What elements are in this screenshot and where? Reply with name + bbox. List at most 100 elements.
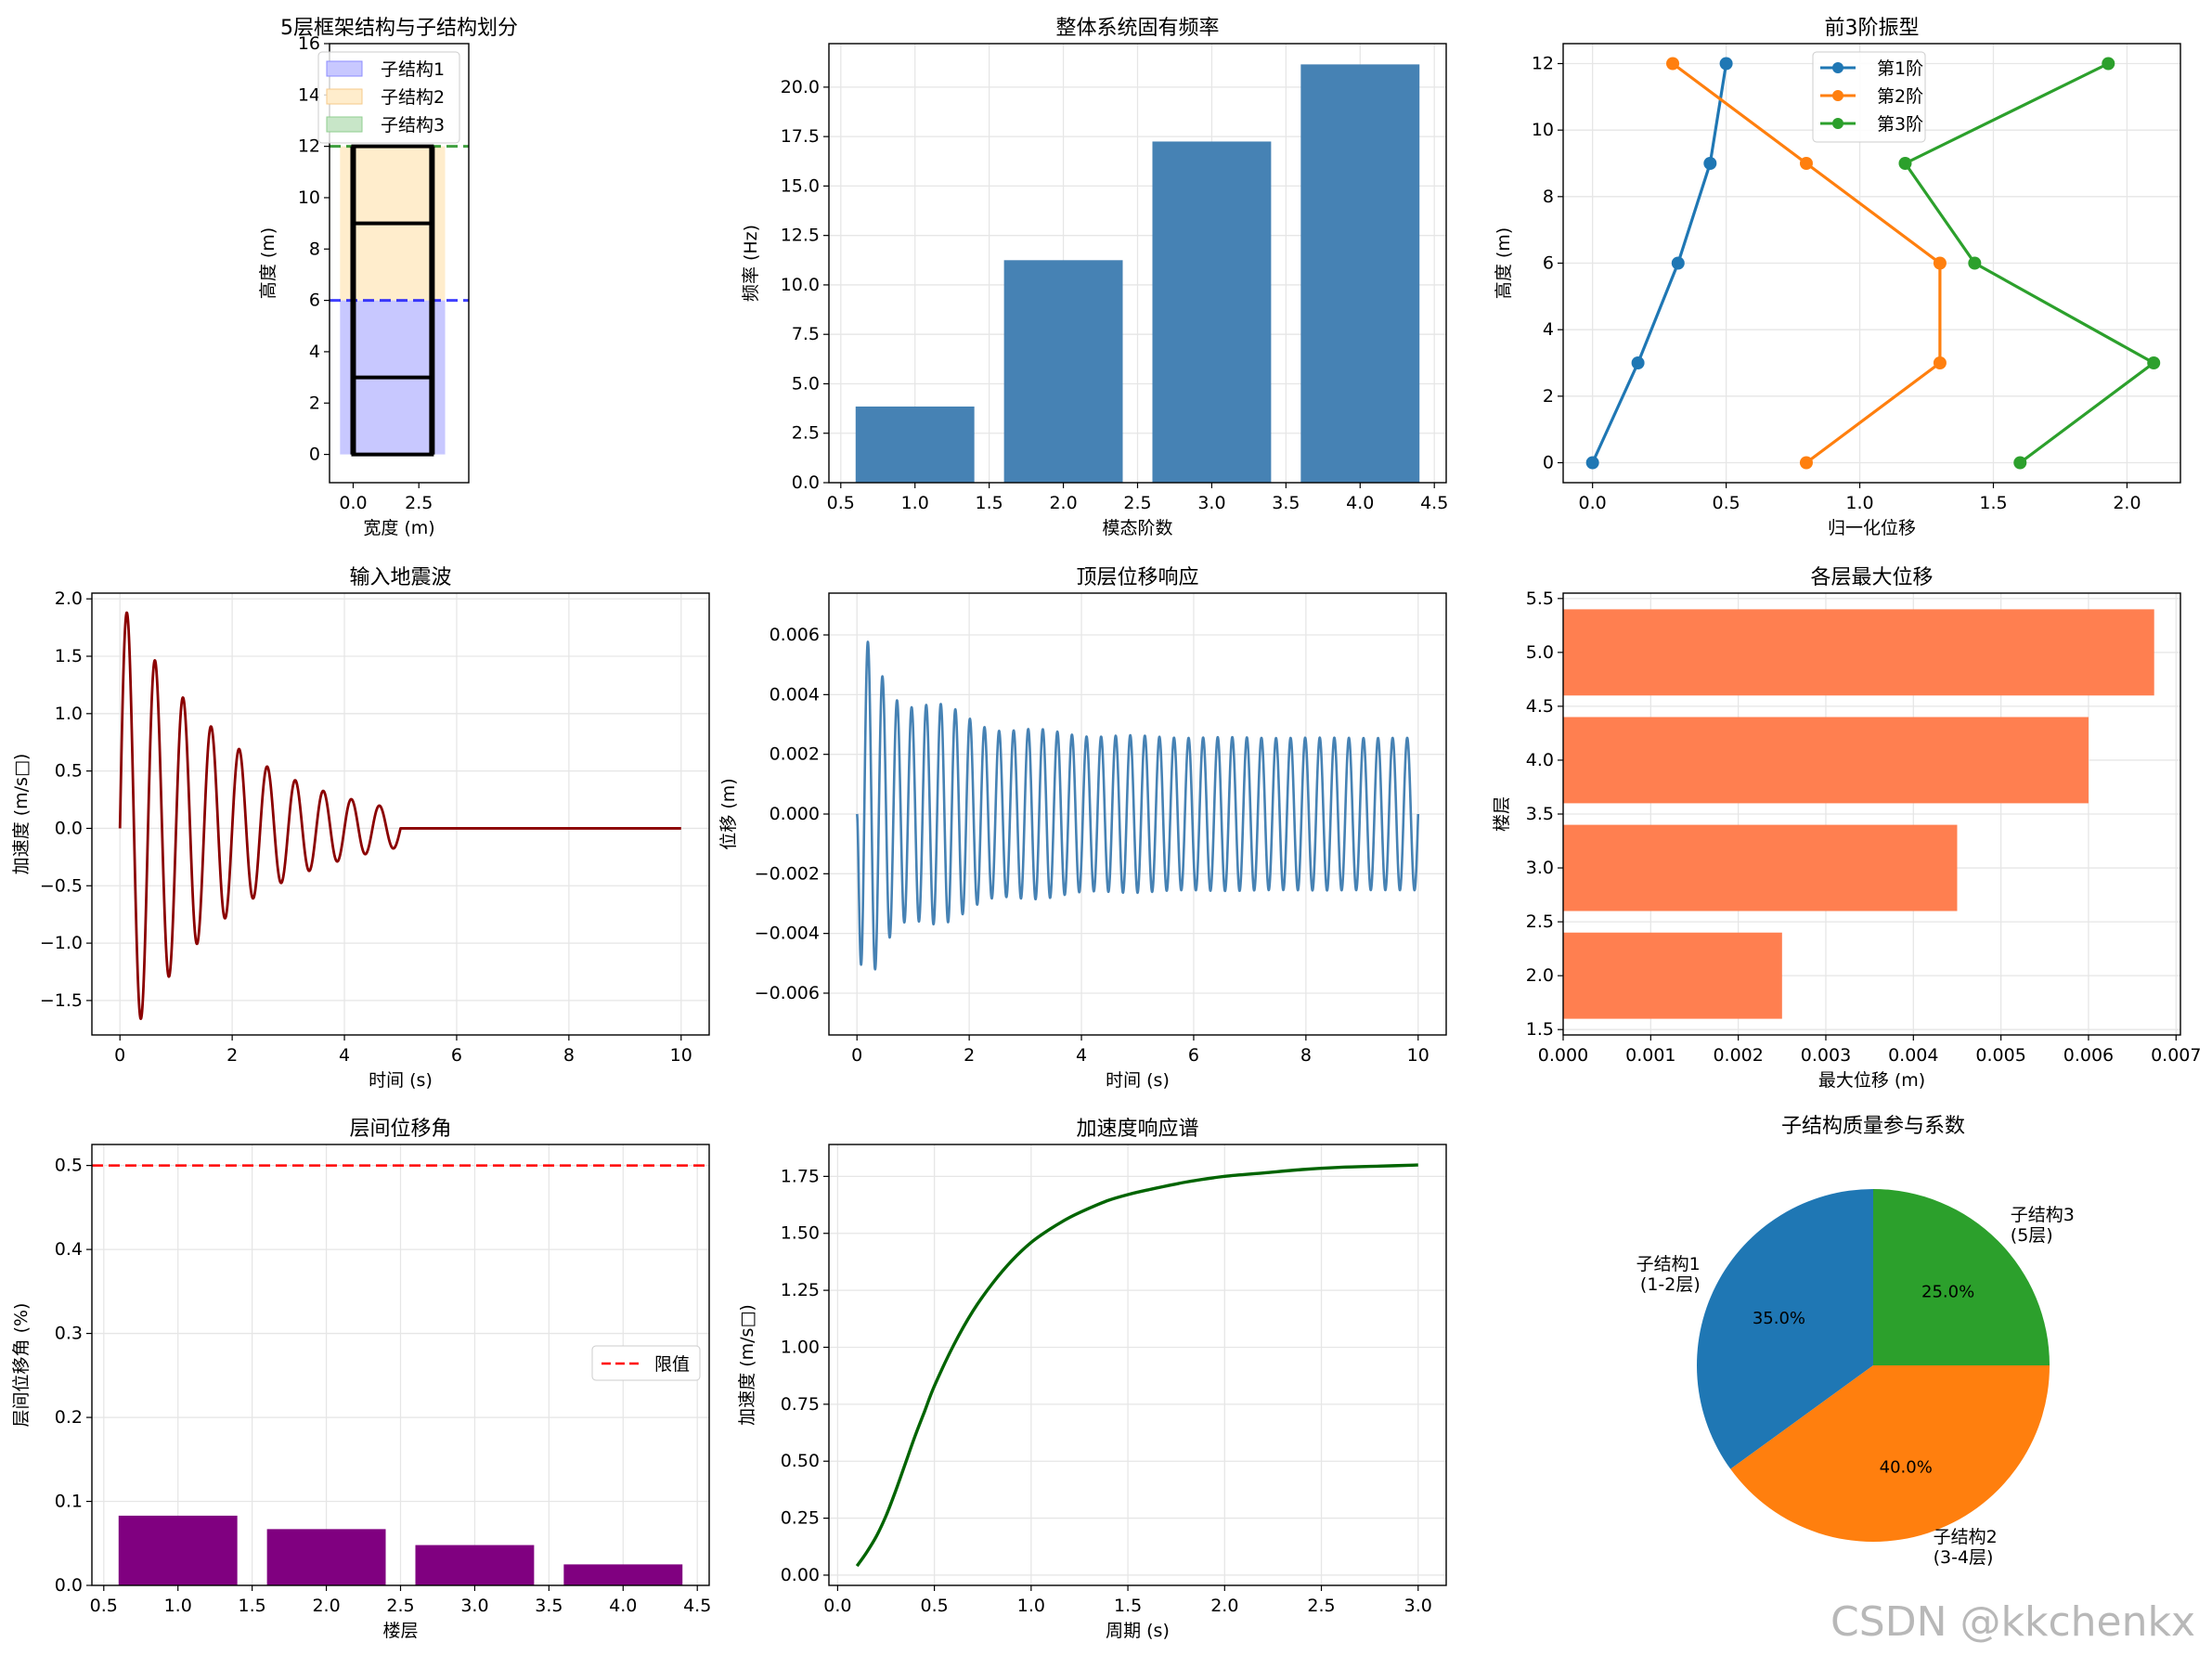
series-marker-第1阶: [1703, 157, 1717, 170]
x-tick-label: 0.004: [1888, 1045, 1938, 1066]
x-tick-label: 3.5: [1272, 493, 1300, 513]
legend-marker: [1832, 118, 1843, 129]
y-tick-label: 0.75: [781, 1394, 820, 1415]
drift-marks: [92, 1164, 709, 1585]
maxdisp-plot-area: [1562, 593, 2180, 1035]
x-tick-label: 1.0: [164, 1596, 192, 1616]
x-tick-label: 2.0: [312, 1596, 340, 1616]
spectrum-plot-area: [829, 1144, 1446, 1585]
y-tick-label: 0.006: [770, 625, 820, 645]
freq-title: 整体系统固有频率: [1055, 17, 1219, 40]
maxdisp-xlabel: 最大位移 (m): [1818, 1070, 1925, 1091]
y-tick-label: 0: [1543, 453, 1554, 473]
y-tick-label: 2.0: [55, 588, 83, 609]
x-tick-label: 4.0: [609, 1596, 637, 1616]
bar-mode-3: [1152, 141, 1272, 483]
frame-ylabel: 高度 (m): [258, 227, 278, 299]
y-tick-label: 3.0: [1526, 858, 1554, 878]
y-tick-label: 1.0: [55, 704, 83, 724]
eq-axes-box: [91, 592, 710, 1036]
y-tick-label: 0.50: [781, 1451, 820, 1471]
x-tick-label: 0.0: [823, 1596, 851, 1616]
y-tick-label: 10.0: [781, 275, 820, 295]
maxdisp-marks: [1563, 609, 2154, 1019]
series-marker-第2阶: [1799, 456, 1813, 470]
drift-frame-layer: 0.5 1.0 1.5 2.0 2.5 3.0 3.5 4.0 4.5 0.0 0.1 0.2 0.3 0…: [11, 1118, 711, 1641]
x-tick-label: 3.0: [1404, 1596, 1432, 1616]
series-marker-第2阶: [1666, 57, 1680, 71]
x-tick-label: 3.0: [1197, 493, 1225, 513]
y-tick-label: 4: [1543, 319, 1554, 340]
modes-marks: [1585, 57, 2161, 470]
spectrum-series-line: [855, 1163, 1418, 1568]
y-tick-label: 0.3: [55, 1324, 83, 1344]
eq-marks: [118, 611, 682, 1020]
eq-title: 输入地震波: [349, 566, 451, 589]
pie-slice-子结构2: [1730, 1365, 2050, 1543]
y-tick-label: 5.0: [792, 373, 820, 394]
spectrum-marks: [855, 1163, 1418, 1568]
x-tick-label: 1.0: [1017, 1596, 1045, 1616]
x-tick-label: 4.0: [1346, 493, 1374, 513]
y-tick-label: 6: [309, 291, 320, 311]
x-tick-label: 3.0: [460, 1596, 488, 1616]
bar-mode-2: [1003, 260, 1123, 483]
y-tick-label: 1.25: [781, 1280, 820, 1300]
modes-title: 前3阶振型: [1825, 17, 1920, 40]
y-tick-label: 12: [1532, 54, 1554, 74]
bar-floor-2: [266, 1529, 386, 1585]
spectrum-grid: [829, 1144, 1446, 1585]
x-tick-label: 0.000: [1538, 1045, 1588, 1066]
bar-floor-3: [1563, 824, 1958, 912]
bar-floor-4: [563, 1564, 683, 1585]
x-tick-label: 4.5: [683, 1596, 711, 1616]
x-tick-label: 0: [851, 1045, 862, 1066]
spectrum-frame-layer: 0.0 0.5 1.0 1.5 2.0 2.5 3.0 0.00 0.25 0.50 0.75 1.0…: [737, 1118, 1447, 1641]
pie-label: 子结构1: [1636, 1254, 1701, 1274]
x-tick-label: 1.5: [1114, 1596, 1142, 1616]
x-tick-label: 0.0: [1579, 493, 1607, 513]
y-tick-label: 12: [298, 136, 320, 157]
y-tick-label: 2: [1543, 386, 1554, 407]
pie-label: 子结构3: [2011, 1205, 2075, 1225]
y-tick-label: 2.5: [1526, 912, 1554, 932]
x-tick-label: 1.5: [976, 493, 1003, 513]
x-tick-label: 1.0: [901, 493, 929, 513]
x-tick-label: 2.5: [386, 1596, 414, 1616]
y-tick-label: 12.5: [781, 226, 820, 246]
frame-marks: [330, 144, 469, 457]
freq-marks: [855, 64, 1420, 484]
freq-axes: 0.5 1.0 1.5 2.0 2.5 3.0 3.5 4.0 4.5 0.0 2.5 5.0 7.5 1…: [741, 17, 1448, 538]
y-tick-label: 1.75: [781, 1166, 820, 1186]
modes-plot-area: [1563, 44, 2180, 483]
y-tick-label: 10: [1532, 120, 1554, 140]
x-tick-label: 1.5: [1979, 493, 2007, 513]
bar-mode-4: [1300, 64, 1420, 484]
y-tick-label: 4: [309, 342, 320, 362]
y-tick-label: 5.0: [1526, 642, 1554, 663]
eq-ylabel: 加速度 (m/s□): [11, 754, 32, 875]
maxdisp-frame-layer: 0.000 0.001 0.002 0.003 0.004 0.005 0.006 0.007…: [1492, 566, 2201, 1091]
pie-slice-子结构1: [1696, 1189, 1873, 1469]
eq-frame-layer: 0 2 4 6 8 10 −1.5 −1.0 −0.5 0.0 0.5 1.0 1.5 2.0 输入地震波时…: [11, 566, 710, 1091]
y-tick-label: 0.2: [55, 1407, 83, 1428]
maxdisp-axes: 0.000 0.001 0.002 0.003 0.004 0.005 0.006 0.007…: [1492, 566, 2201, 1091]
legend-label: 限值: [654, 1354, 690, 1375]
series-marker-第1阶: [1719, 57, 1733, 71]
legend-label: 第2阶: [1877, 86, 1923, 107]
bar-floor-2: [1563, 932, 1782, 1019]
x-tick-label: 4: [1076, 1045, 1087, 1066]
y-tick-label: −0.5: [40, 875, 83, 896]
y-tick-label: 0.1: [55, 1492, 83, 1512]
y-tick-label: 6: [1543, 253, 1554, 274]
series-marker-第2阶: [1933, 356, 1947, 369]
maxdisp-ylabel: 楼层: [1492, 796, 1512, 832]
topdisp-axes: 0 2 4 6 8 10 −0.006 −0.004 −0.002 0.000 0.002 0.004…: [718, 566, 1447, 1091]
modes-xlabel: 归一化位移: [1828, 518, 1916, 538]
drift-plot-area: [92, 1144, 709, 1586]
y-tick-label: 1.5: [55, 646, 83, 666]
